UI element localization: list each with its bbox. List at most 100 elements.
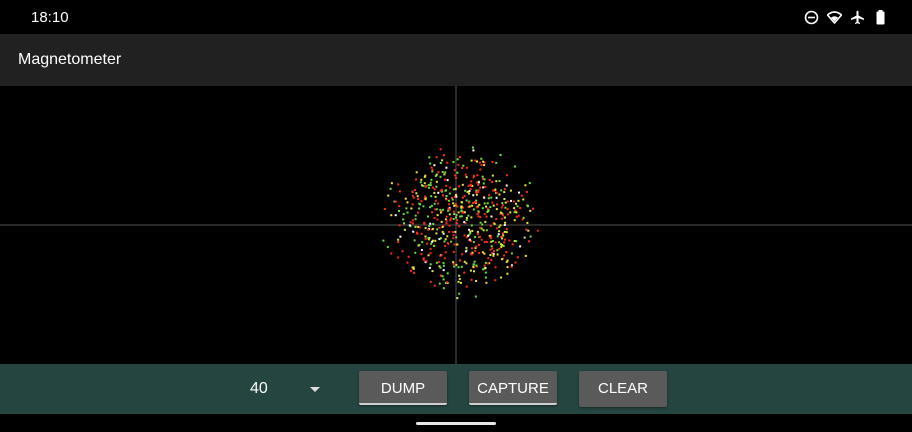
sample-point xyxy=(503,241,506,244)
sample-point xyxy=(506,272,509,275)
dropdown-arrow-icon[interactable] xyxy=(310,387,320,392)
sample-point xyxy=(429,181,432,184)
sample-point xyxy=(502,245,505,247)
sample-point xyxy=(401,250,404,253)
sample-point xyxy=(436,218,439,221)
sample-point xyxy=(430,195,433,198)
sample-point xyxy=(448,224,451,227)
sample-point xyxy=(491,180,494,183)
sample-point xyxy=(402,218,405,221)
sample-point xyxy=(515,211,518,214)
sample-point xyxy=(469,188,472,191)
sample-point xyxy=(441,190,443,193)
sample-point xyxy=(448,213,451,216)
sample-point xyxy=(415,178,417,181)
clear-button[interactable]: CLEAR xyxy=(579,371,667,407)
home-gesture-handle[interactable] xyxy=(416,422,496,425)
sample-point xyxy=(452,262,455,265)
sample-points xyxy=(382,146,539,300)
sample-point xyxy=(493,222,496,225)
sample-point xyxy=(467,184,470,187)
sample-point xyxy=(416,195,419,198)
sample-point xyxy=(485,229,488,232)
sample-point xyxy=(494,241,497,244)
sample-point xyxy=(475,191,478,194)
sample-point xyxy=(480,164,483,166)
sample-point xyxy=(444,251,447,254)
sample-point xyxy=(494,279,497,282)
sample-point xyxy=(416,232,419,235)
sample-point xyxy=(462,206,465,209)
sample-point xyxy=(490,259,493,261)
sample-point xyxy=(505,228,508,230)
sample-point xyxy=(424,198,427,201)
sample-point xyxy=(504,206,507,209)
sample-point xyxy=(490,215,493,218)
sample-point xyxy=(397,256,400,259)
sample-point xyxy=(439,189,442,192)
status-bar: 18:10 xyxy=(0,0,912,34)
sample-point xyxy=(403,228,406,231)
sample-point xyxy=(441,230,444,233)
sample-point xyxy=(488,194,490,197)
sample-point xyxy=(433,284,436,287)
sample-point xyxy=(445,166,448,169)
sample-point xyxy=(469,269,472,272)
sample-count-spinner[interactable]: 40 xyxy=(238,371,338,407)
capture-button[interactable]: CAPTURE xyxy=(469,371,557,405)
dump-button[interactable]: DUMP xyxy=(359,371,447,405)
sample-point xyxy=(435,232,438,235)
sample-point xyxy=(420,249,423,251)
sample-point xyxy=(419,181,422,184)
sample-point xyxy=(439,211,442,214)
sample-point xyxy=(446,235,449,238)
sample-point xyxy=(495,218,498,220)
sample-point xyxy=(398,205,401,208)
sample-point xyxy=(461,167,464,169)
sample-point xyxy=(418,243,421,246)
sample-point xyxy=(427,237,430,239)
sample-point xyxy=(438,238,441,241)
sample-point xyxy=(453,169,456,172)
sample-point xyxy=(428,156,431,159)
sample-point xyxy=(468,228,471,231)
sample-point xyxy=(496,235,499,238)
sample-point xyxy=(440,237,442,240)
sample-point xyxy=(499,211,502,214)
sample-point xyxy=(505,260,508,263)
sample-point xyxy=(492,189,495,192)
sample-point xyxy=(467,234,469,237)
sample-point xyxy=(404,197,407,200)
spinner-value: 40 xyxy=(250,380,268,397)
sample-point xyxy=(474,159,477,162)
sample-point xyxy=(441,226,444,228)
sample-point xyxy=(451,231,454,234)
sample-point xyxy=(484,185,487,188)
sample-point xyxy=(499,154,502,156)
sample-point xyxy=(439,208,442,211)
sample-point xyxy=(452,261,455,264)
sample-point xyxy=(474,249,477,252)
sample-point xyxy=(397,183,400,186)
sample-point xyxy=(425,260,428,263)
sample-point xyxy=(506,266,509,269)
sample-point xyxy=(442,264,445,267)
sample-point xyxy=(460,215,463,218)
sample-point xyxy=(433,191,436,194)
sample-point xyxy=(430,242,433,245)
sample-point xyxy=(443,240,446,243)
sample-point xyxy=(516,256,519,259)
sample-point xyxy=(477,244,480,246)
sample-point xyxy=(435,185,438,188)
sample-point xyxy=(426,242,429,245)
sample-point xyxy=(448,192,451,195)
sample-point xyxy=(438,226,441,229)
sample-point xyxy=(466,166,469,169)
sample-point xyxy=(514,209,517,212)
sample-point xyxy=(393,200,396,203)
sample-point xyxy=(473,260,476,263)
sample-point xyxy=(481,251,484,254)
sample-point xyxy=(475,201,478,204)
sample-point xyxy=(514,261,517,264)
sample-point xyxy=(433,244,435,247)
